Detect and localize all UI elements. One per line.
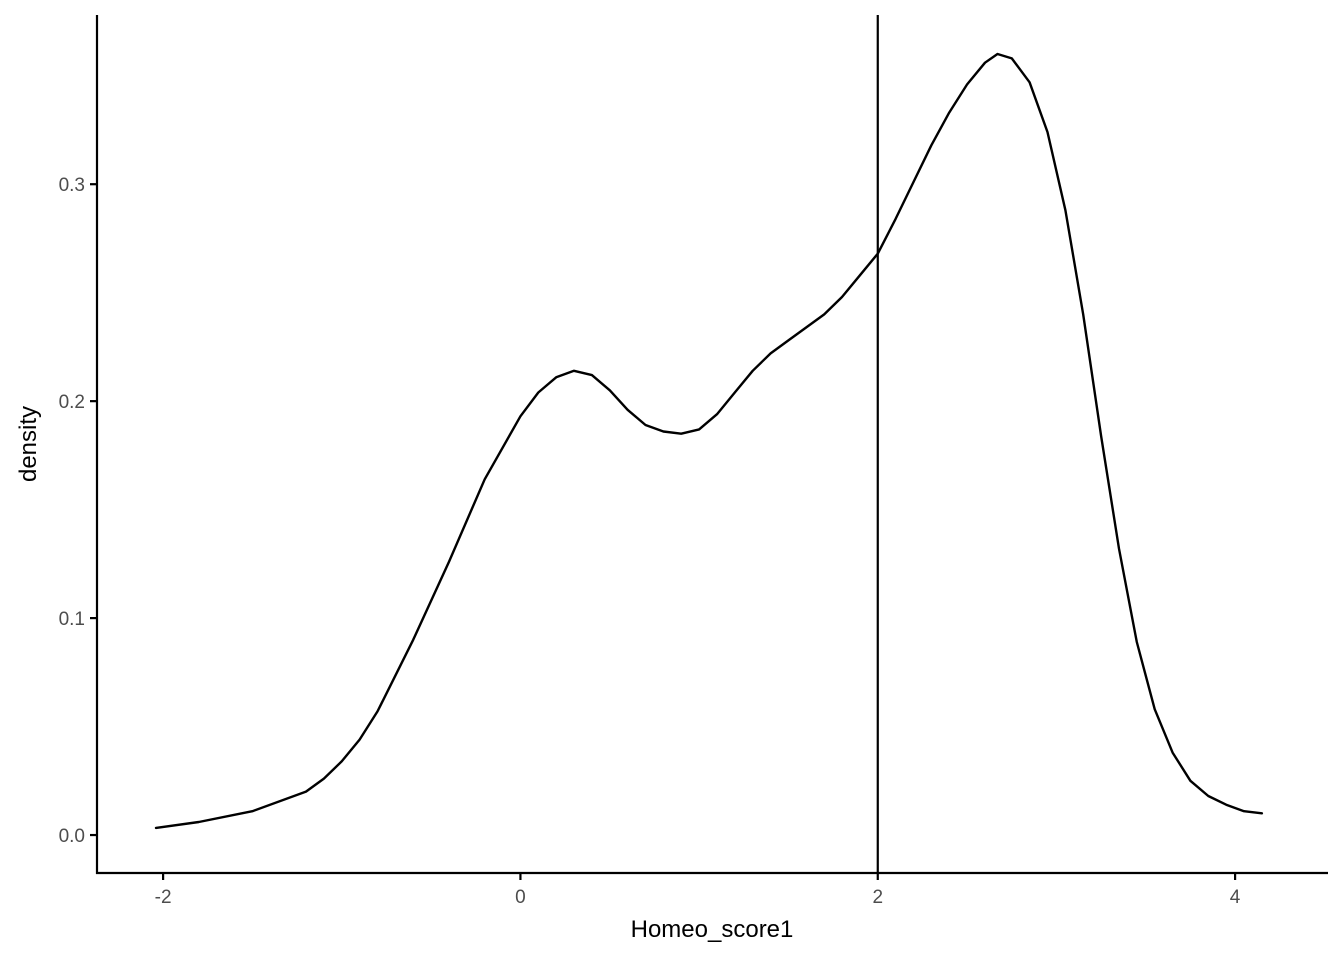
y-tick-label: 0.2: [59, 392, 85, 413]
y-tick-label: 0.0: [59, 826, 85, 847]
x-tick-label: -2: [155, 887, 172, 908]
y-tick-label: 0.3: [59, 175, 85, 196]
x-tick-label: 4: [1230, 887, 1241, 908]
x-tick-label: 2: [872, 887, 883, 908]
density-series-line-0: [154, 52, 1264, 830]
y-axis-title: density: [15, 406, 42, 482]
plot-area: -2 0 2 4 0.0 0.1 0.2 0.3: [59, 15, 1328, 908]
x-axis-title: Homeo_score1: [631, 916, 794, 943]
y-tick-label: 0.1: [59, 609, 85, 630]
x-tick-label: 0: [515, 887, 526, 908]
